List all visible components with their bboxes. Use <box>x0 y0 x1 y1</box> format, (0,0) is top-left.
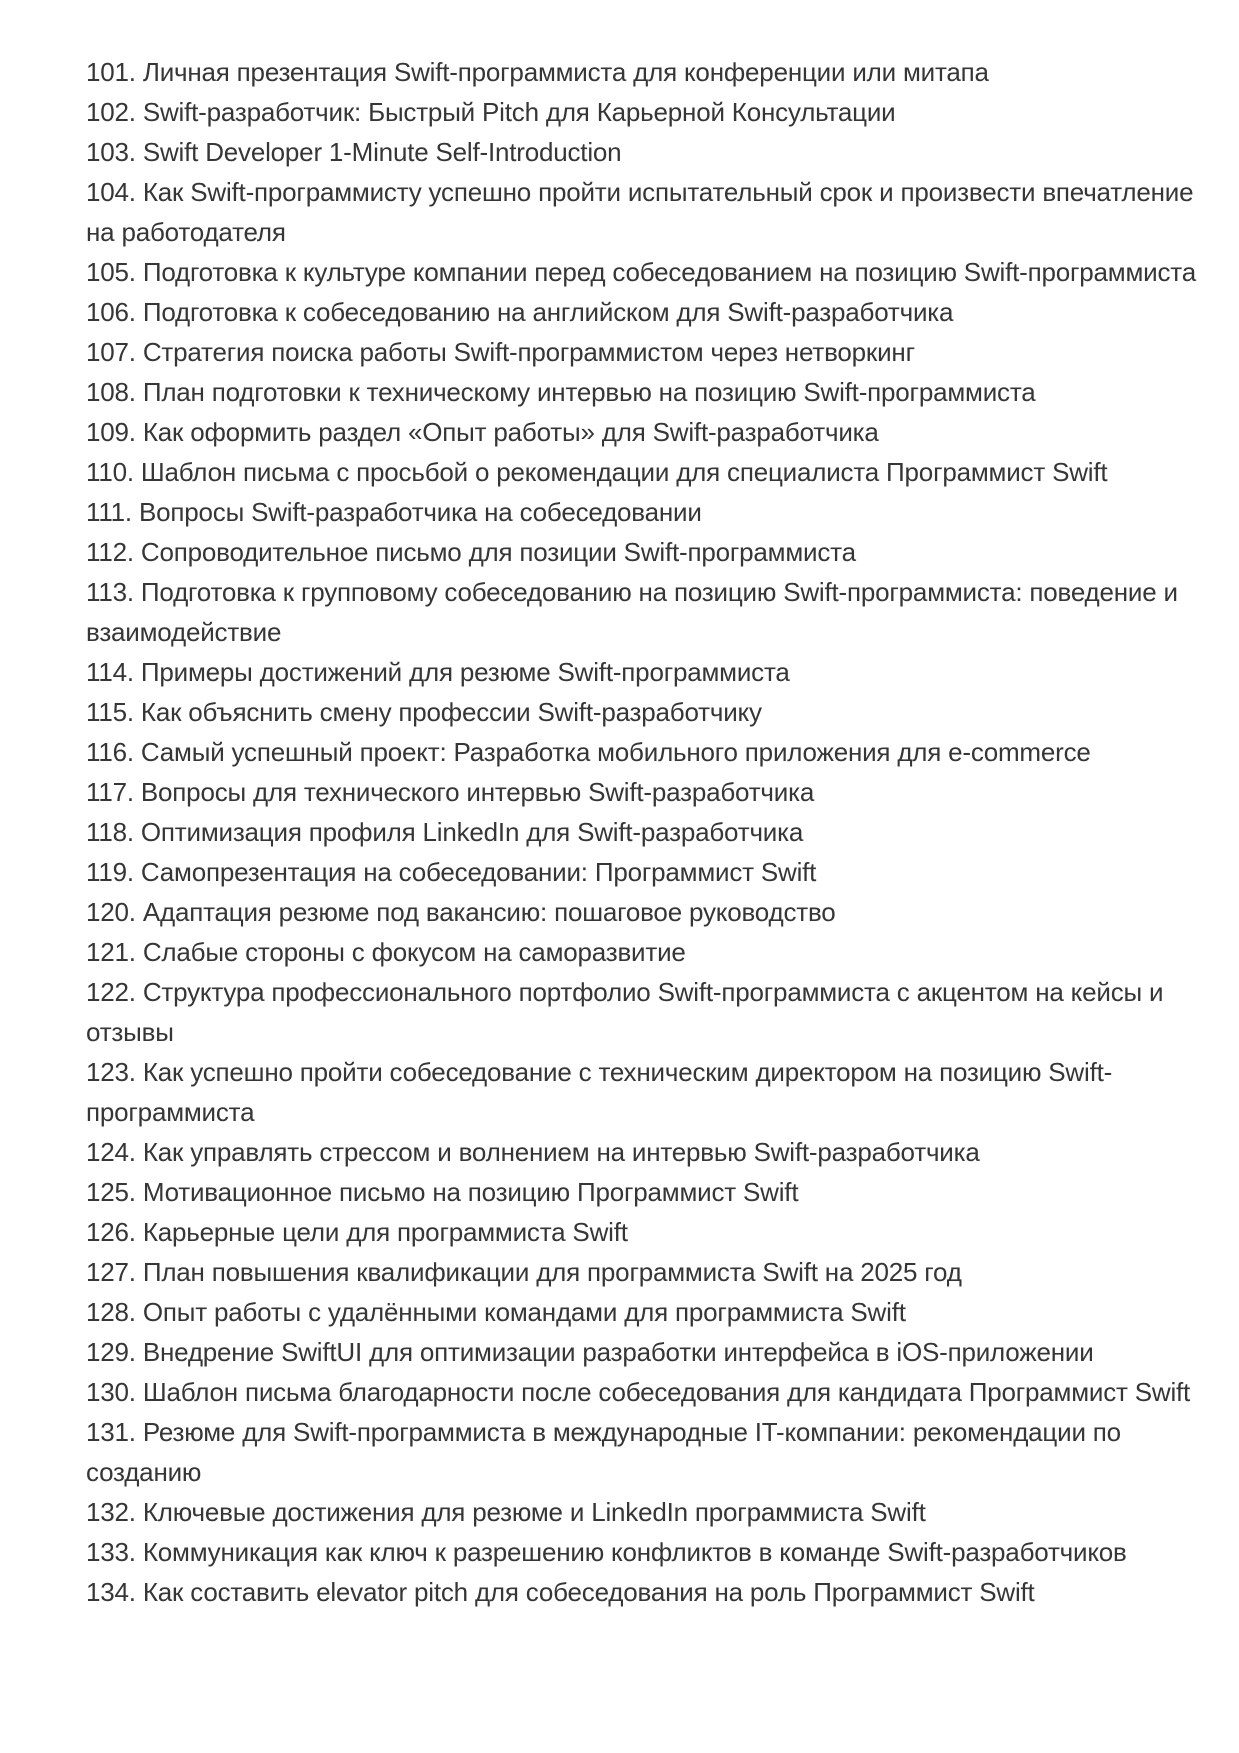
list-item: 105. Подготовка к культуре компании пере… <box>86 257 1196 287</box>
list-item: 103. Swift Developer 1-Minute Self-Intro… <box>86 137 622 167</box>
list-item: 109. Как оформить раздел «Опыт работы» д… <box>86 417 879 447</box>
list-item: 111. Вопросы Swift-разработчика на собес… <box>86 497 702 527</box>
list-item: 127. План повышения квалификации для про… <box>86 1257 962 1287</box>
list-item: 129. Внедрение SwiftUI для оптимизации р… <box>86 1337 1094 1367</box>
list-item: 106. Подготовка к собеседованию на англи… <box>86 297 954 327</box>
list-item: 120. Адаптация резюме под вакансию: поша… <box>86 897 836 927</box>
list-item: 113. Подготовка к групповому собеседован… <box>86 577 1178 647</box>
list-item: 107. Стратегия поиска работы Swift-прогр… <box>86 337 915 367</box>
list-item: 118. Оптимизация профиля LinkedIn для Sw… <box>86 817 804 847</box>
list-item: 132. Ключевые достижения для резюме и Li… <box>86 1497 926 1527</box>
list-item: 102. Swift-разработчик: Быстрый Pitch дл… <box>86 97 896 127</box>
list-item: 119. Самопрезентация на собеседовании: П… <box>86 857 817 887</box>
list-item: 104. Как Swift-программисту успешно прой… <box>86 177 1194 247</box>
numbered-list: 101. Личная презентация Swift-программис… <box>86 52 1196 1612</box>
list-item: 130. Шаблон письма благодарности после с… <box>86 1377 1191 1407</box>
list-item: 112. Сопроводительное письмо для позиции… <box>86 537 856 567</box>
list-item: 126. Карьерные цели для программиста Swi… <box>86 1217 628 1247</box>
list-item: 114. Примеры достижений для резюме Swift… <box>86 657 790 687</box>
list-item: 110. Шаблон письма с просьбой о рекоменд… <box>86 457 1108 487</box>
list-item: 121. Слабые стороны с фокусом на самораз… <box>86 937 686 967</box>
list-item: 125. Мотивационное письмо на позицию Про… <box>86 1177 799 1207</box>
list-item: 131. Резюме для Swift-программиста в меж… <box>86 1417 1121 1487</box>
list-item: 117. Вопросы для технического интервью S… <box>86 777 815 807</box>
list-item: 115. Как объяснить смену профессии Swift… <box>86 697 762 727</box>
list-item: 101. Личная презентация Swift-программис… <box>86 57 989 87</box>
list-item: 123. Как успешно пройти собеседование с … <box>86 1057 1113 1127</box>
list-item: 122. Структура профессионального портфол… <box>86 977 1164 1047</box>
list-item: 134. Как составить elevator pitch для со… <box>86 1577 1035 1607</box>
list-item: 133. Коммуникация как ключ к разрешению … <box>86 1537 1127 1567</box>
list-item: 108. План подготовки к техническому инте… <box>86 377 1036 407</box>
list-item: 128. Опыт работы с удалёнными командами … <box>86 1297 906 1327</box>
list-item: 116. Самый успешный проект: Разработка м… <box>86 737 1091 767</box>
list-item: 124. Как управлять стрессом и волнением … <box>86 1137 980 1167</box>
